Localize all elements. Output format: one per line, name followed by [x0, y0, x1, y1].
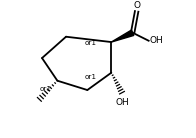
Text: or1: or1	[85, 74, 97, 80]
Text: O: O	[133, 1, 140, 10]
Text: or1: or1	[85, 40, 97, 46]
Text: OH: OH	[116, 98, 130, 107]
Text: or1: or1	[40, 86, 52, 92]
Polygon shape	[111, 30, 134, 42]
Text: OH: OH	[150, 36, 163, 45]
